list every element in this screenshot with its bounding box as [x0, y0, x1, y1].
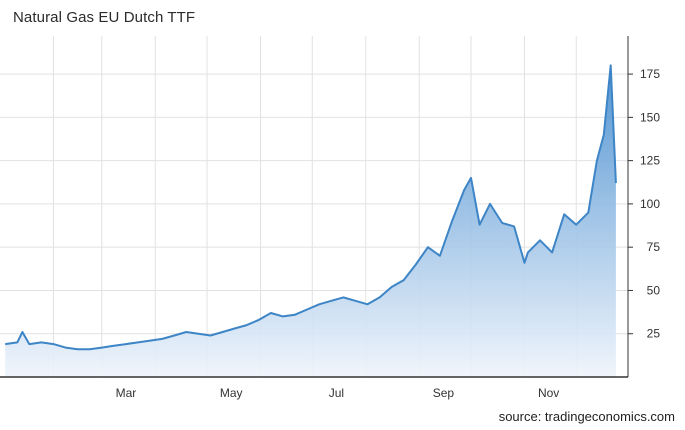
- series-area: [5, 65, 616, 378]
- data-point[interactable]: [149, 339, 151, 341]
- data-point[interactable]: [113, 345, 115, 347]
- chart-title: Natural Gas EU Dutch TTF: [13, 9, 196, 26]
- chart-source: source: tradingeconomics.com: [498, 409, 675, 424]
- data-point[interactable]: [390, 286, 392, 288]
- data-point[interactable]: [470, 177, 472, 179]
- data-point[interactable]: [610, 64, 612, 66]
- data-point[interactable]: [294, 314, 296, 316]
- data-point[interactable]: [282, 315, 284, 317]
- data-point[interactable]: [539, 239, 541, 241]
- data-point[interactable]: [463, 189, 465, 191]
- y-tick-label: 50: [647, 283, 661, 297]
- data-point[interactable]: [478, 224, 480, 226]
- data-point[interactable]: [551, 251, 553, 253]
- data-point[interactable]: [603, 134, 605, 136]
- data-point[interactable]: [354, 300, 356, 302]
- data-point[interactable]: [16, 341, 18, 343]
- y-tick-label: 125: [640, 154, 660, 168]
- y-tick-label: 175: [640, 67, 660, 81]
- data-point[interactable]: [427, 246, 429, 248]
- x-tick-label: May: [220, 386, 243, 400]
- data-point[interactable]: [306, 308, 308, 310]
- data-point[interactable]: [587, 211, 589, 213]
- data-point[interactable]: [596, 159, 598, 161]
- data-point[interactable]: [451, 220, 453, 222]
- series-line[interactable]: [5, 64, 617, 351]
- data-point[interactable]: [221, 331, 223, 333]
- data-point[interactable]: [330, 300, 332, 302]
- data-point[interactable]: [246, 324, 248, 326]
- data-point[interactable]: [137, 341, 139, 343]
- data-point[interactable]: [89, 348, 91, 350]
- data-point[interactable]: [40, 341, 42, 343]
- data-point[interactable]: [378, 296, 380, 298]
- data-point[interactable]: [615, 182, 617, 184]
- data-point[interactable]: [563, 213, 565, 215]
- data-point[interactable]: [4, 343, 6, 345]
- x-tick-label: Nov: [538, 386, 559, 400]
- data-point[interactable]: [21, 331, 23, 333]
- data-point[interactable]: [489, 203, 491, 205]
- data-point[interactable]: [209, 334, 211, 336]
- data-point[interactable]: [173, 334, 175, 336]
- data-point[interactable]: [318, 303, 320, 305]
- data-point[interactable]: [258, 319, 260, 321]
- data-point[interactable]: [125, 343, 127, 345]
- y-tick-label: 100: [640, 197, 660, 211]
- data-point[interactable]: [501, 222, 503, 224]
- y-tick-label: 75: [647, 240, 661, 254]
- x-tick-label: Sep: [433, 386, 455, 400]
- data-point[interactable]: [575, 224, 577, 226]
- data-point[interactable]: [64, 346, 66, 348]
- data-point[interactable]: [52, 343, 54, 345]
- data-point[interactable]: [101, 346, 103, 348]
- data-point[interactable]: [76, 348, 78, 350]
- x-tick-label: Mar: [116, 386, 137, 400]
- data-point[interactable]: [513, 225, 515, 227]
- y-tick-label: 150: [640, 110, 660, 124]
- data-point[interactable]: [197, 333, 199, 335]
- x-tick-label: Jul: [329, 386, 344, 400]
- data-point[interactable]: [161, 338, 163, 340]
- data-point[interactable]: [342, 296, 344, 298]
- data-point[interactable]: [233, 327, 235, 329]
- data-point[interactable]: [366, 303, 368, 305]
- data-point[interactable]: [185, 331, 187, 333]
- data-point[interactable]: [523, 262, 525, 264]
- data-point[interactable]: [439, 255, 441, 257]
- data-point[interactable]: [403, 279, 405, 281]
- data-point[interactable]: [415, 263, 417, 265]
- data-point[interactable]: [28, 343, 30, 345]
- data-point[interactable]: [270, 312, 272, 314]
- y-tick-label: 25: [647, 327, 661, 341]
- data-point[interactable]: [527, 251, 529, 253]
